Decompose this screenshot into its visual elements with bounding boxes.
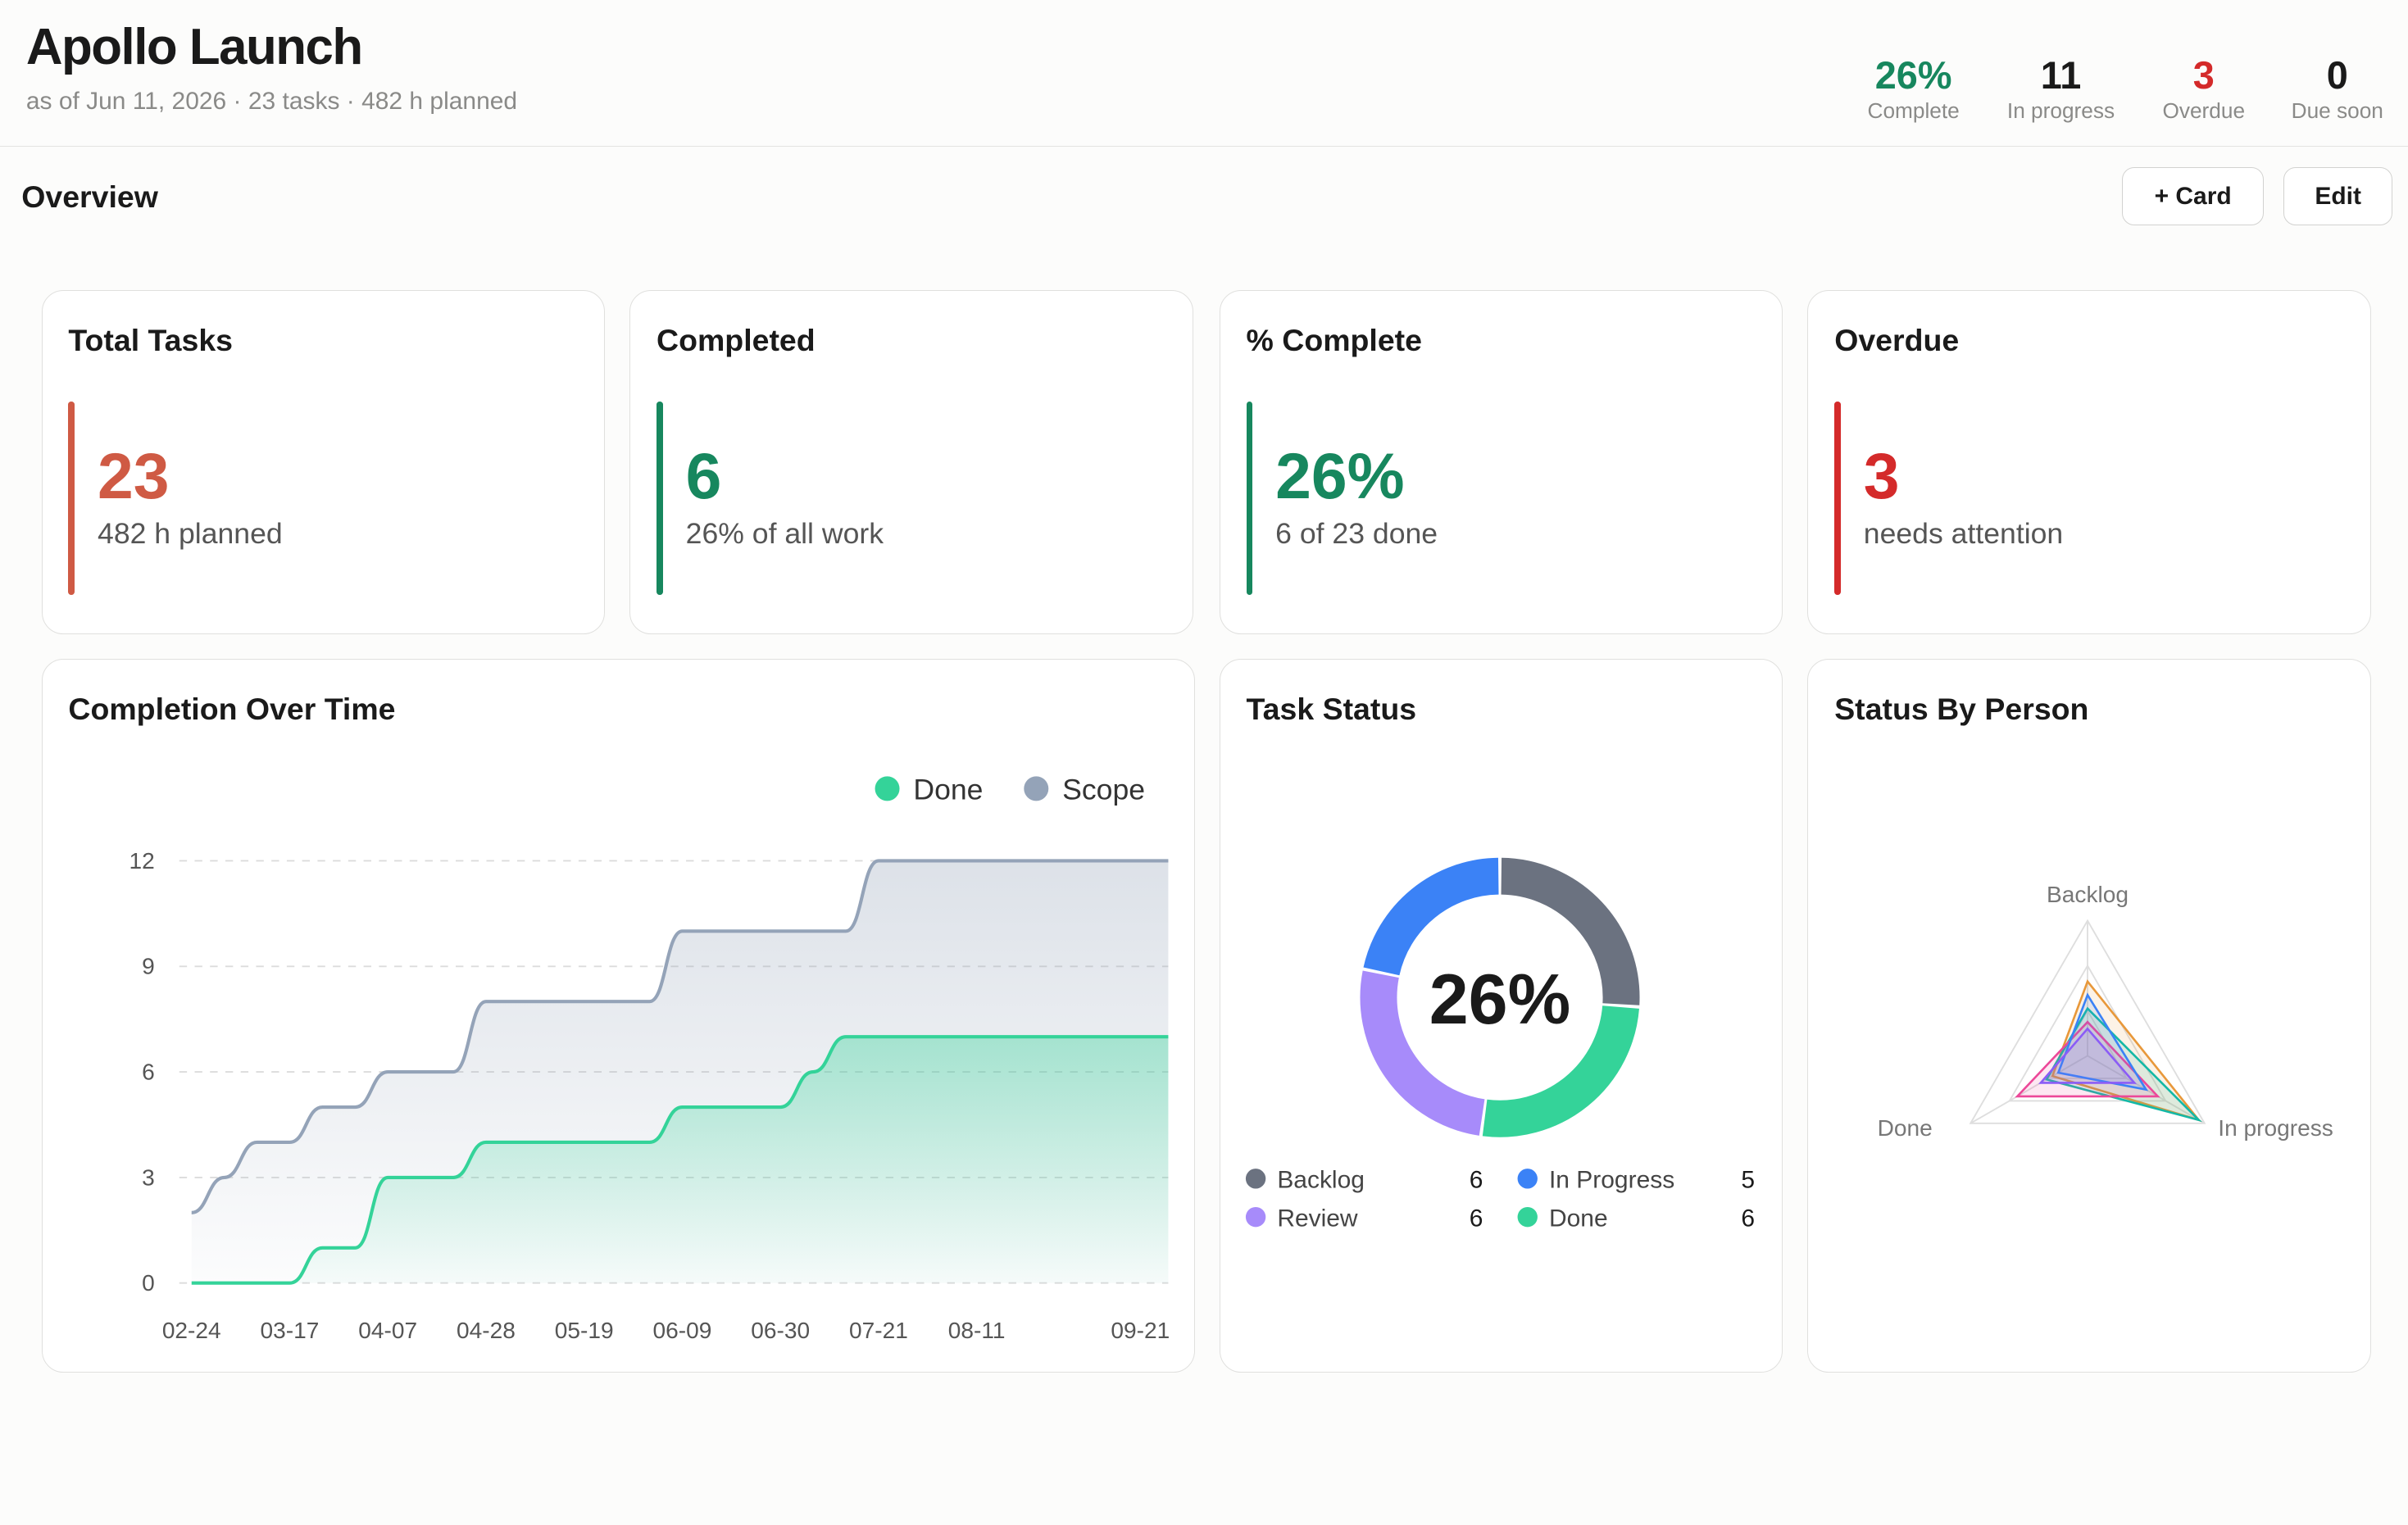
kpi-value: 0 bbox=[2326, 53, 2348, 97]
donut-slice-in-progress bbox=[1363, 857, 1499, 976]
stat-subtitle: needs attention bbox=[1863, 516, 2064, 550]
kpi-label: Due soon bbox=[2291, 98, 2383, 123]
completion-chart-card: Completion Over Time 0 3 6 9 12 02-24 03-17 04-… bbox=[41, 658, 1195, 1373]
card-title: Status By Person bbox=[1834, 692, 2089, 727]
stat-subtitle: 482 h planned bbox=[98, 516, 283, 550]
series-line-done bbox=[191, 1034, 1169, 1285]
accent-bar bbox=[1834, 402, 1841, 596]
kpi-value: 11 bbox=[2040, 53, 2082, 97]
legend-label-done: Done bbox=[913, 773, 983, 806]
card-title: Completed bbox=[657, 323, 816, 358]
card-title: Overdue bbox=[1834, 323, 1960, 358]
legend-swatch-done bbox=[875, 776, 900, 801]
donut-slice-review bbox=[1360, 970, 1485, 1136]
stat-value: 26% bbox=[1275, 439, 1405, 512]
section-title: Overview bbox=[21, 179, 158, 215]
kpi-overdue: 3 Overdue bbox=[2153, 52, 2255, 123]
x-tick-label: 02-24 bbox=[161, 1318, 220, 1343]
x-tick-label: 05-19 bbox=[554, 1318, 613, 1343]
x-tick-label: 07-21 bbox=[849, 1318, 908, 1343]
page-subtitle: as of Jun 11, 2026 · 23 tasks · 482 h pl… bbox=[25, 87, 518, 115]
donut-slice-backlog bbox=[1500, 857, 1640, 1005]
add-card-button[interactable]: + Card bbox=[2122, 167, 2264, 226]
accent-bar bbox=[657, 402, 663, 596]
y-tick-label: 6 bbox=[142, 1059, 155, 1084]
kpi-value: 26% bbox=[1874, 53, 1952, 97]
legend-label-done: Done bbox=[1549, 1205, 1608, 1232]
stat-value: 23 bbox=[98, 439, 170, 512]
kpi-label: Overdue bbox=[2162, 98, 2246, 123]
kpi-in-progress: 11 In progress bbox=[1997, 52, 2125, 123]
legend-label-in-progress: In Progress bbox=[1549, 1166, 1674, 1193]
radar-axis-line bbox=[1970, 1055, 2088, 1124]
stat-card-percent-complete: % Complete 26% 6 of 23 done bbox=[1219, 290, 1783, 634]
legend-value-in-progress: 5 bbox=[1741, 1166, 1755, 1193]
legend-swatch-review bbox=[1245, 1206, 1265, 1228]
legend-value-done: 6 bbox=[1741, 1205, 1755, 1232]
radar-series-4 bbox=[2056, 992, 2149, 1092]
radar-series-5 bbox=[2038, 1027, 2138, 1084]
legend-value-review: 6 bbox=[1469, 1205, 1483, 1232]
radar-series-1 bbox=[2051, 978, 2202, 1123]
x-tick-label: 06-30 bbox=[751, 1318, 810, 1343]
donut-center-label: 26% bbox=[1429, 960, 1570, 1039]
series-line-scope bbox=[190, 859, 1169, 1214]
x-tick-label: 06-09 bbox=[652, 1318, 711, 1343]
legend-swatch-scope bbox=[1023, 776, 1048, 801]
stat-value: 6 bbox=[685, 439, 722, 512]
card-title: Task Status bbox=[1246, 692, 1417, 727]
card-title: Completion Over Time bbox=[68, 692, 396, 727]
legend-label-scope: Scope bbox=[1062, 773, 1145, 806]
stat-card-completed: Completed 6 26% of all work bbox=[629, 290, 1193, 634]
legend-label-review: Review bbox=[1277, 1205, 1358, 1232]
status-by-person-radar-chart: Backlog In progress Done bbox=[1878, 882, 2334, 1141]
x-tick-label: 04-07 bbox=[358, 1318, 417, 1343]
donut-slice-done bbox=[1482, 1005, 1639, 1137]
kpi-label: Complete bbox=[1867, 98, 1960, 123]
y-tick-label: 12 bbox=[129, 848, 154, 874]
radar-grid-ring bbox=[1969, 919, 2206, 1124]
y-tick-label: 0 bbox=[142, 1270, 155, 1296]
header-bar: Apollo Launch as of Jun 11, 2026 · 23 ta… bbox=[0, 0, 2408, 147]
stat-subtitle: 6 of 23 done bbox=[1275, 516, 1438, 550]
kpi-value: 3 bbox=[2192, 53, 2215, 97]
radar-axis-label-backlog: Backlog bbox=[2047, 882, 2129, 907]
stat-card-total-tasks: Total Tasks 23 482 h planned bbox=[41, 290, 606, 634]
task-status-donut-chart: 26% Backlog 6 In Progress 5 Review 6 Done 6 bbox=[1245, 857, 1755, 1232]
y-tick-label: 9 bbox=[142, 953, 155, 978]
legend-swatch-in-progress bbox=[1517, 1168, 1538, 1189]
completion-chart: 0 3 6 9 12 02-24 03-17 04-07 04-28 05-19 06-09 06-3… bbox=[129, 773, 1170, 1343]
stat-value: 3 bbox=[1863, 439, 1900, 512]
accent-bar bbox=[1246, 402, 1253, 596]
legend-label-backlog: Backlog bbox=[1277, 1166, 1365, 1193]
x-tick-label: 09-21 bbox=[1111, 1318, 1170, 1343]
status-by-person-card: Status By Person Backlog In progress Done bbox=[1807, 658, 2371, 1373]
edit-button[interactable]: Edit bbox=[2283, 167, 2393, 226]
x-tick-label: 03-17 bbox=[260, 1318, 319, 1343]
y-tick-label: 3 bbox=[142, 1164, 155, 1190]
radar-axis-label-done: Done bbox=[1878, 1115, 1933, 1141]
legend-swatch-backlog bbox=[1245, 1168, 1265, 1189]
series-area-done bbox=[191, 1036, 1169, 1283]
x-tick-label: 04-28 bbox=[457, 1318, 516, 1343]
card-title: % Complete bbox=[1246, 323, 1422, 358]
stat-card-overdue: Overdue 3 needs attention bbox=[1807, 290, 2371, 634]
radar-grid-ring bbox=[2008, 964, 2168, 1102]
legend-value-backlog: 6 bbox=[1469, 1166, 1483, 1193]
page-title: Apollo Launch bbox=[25, 19, 363, 76]
legend-swatch-done bbox=[1517, 1206, 1538, 1228]
x-tick-label: 08-11 bbox=[947, 1318, 1005, 1343]
kpi-due-soon: 0 Due soon bbox=[2282, 52, 2392, 123]
task-status-card: Task Status 26% Backlog 6 In Progress 5 Revie… bbox=[1219, 658, 1783, 1373]
stat-subtitle: 26% of all work bbox=[685, 516, 884, 550]
card-title: Total Tasks bbox=[68, 323, 234, 358]
kpi-complete: 26% Complete bbox=[1858, 52, 1969, 123]
radar-axis-label-in-progress: In progress bbox=[2219, 1115, 2334, 1141]
accent-bar bbox=[68, 402, 75, 596]
kpi-label: In progress bbox=[2006, 98, 2115, 123]
radar-series-3 bbox=[2015, 1020, 2161, 1098]
